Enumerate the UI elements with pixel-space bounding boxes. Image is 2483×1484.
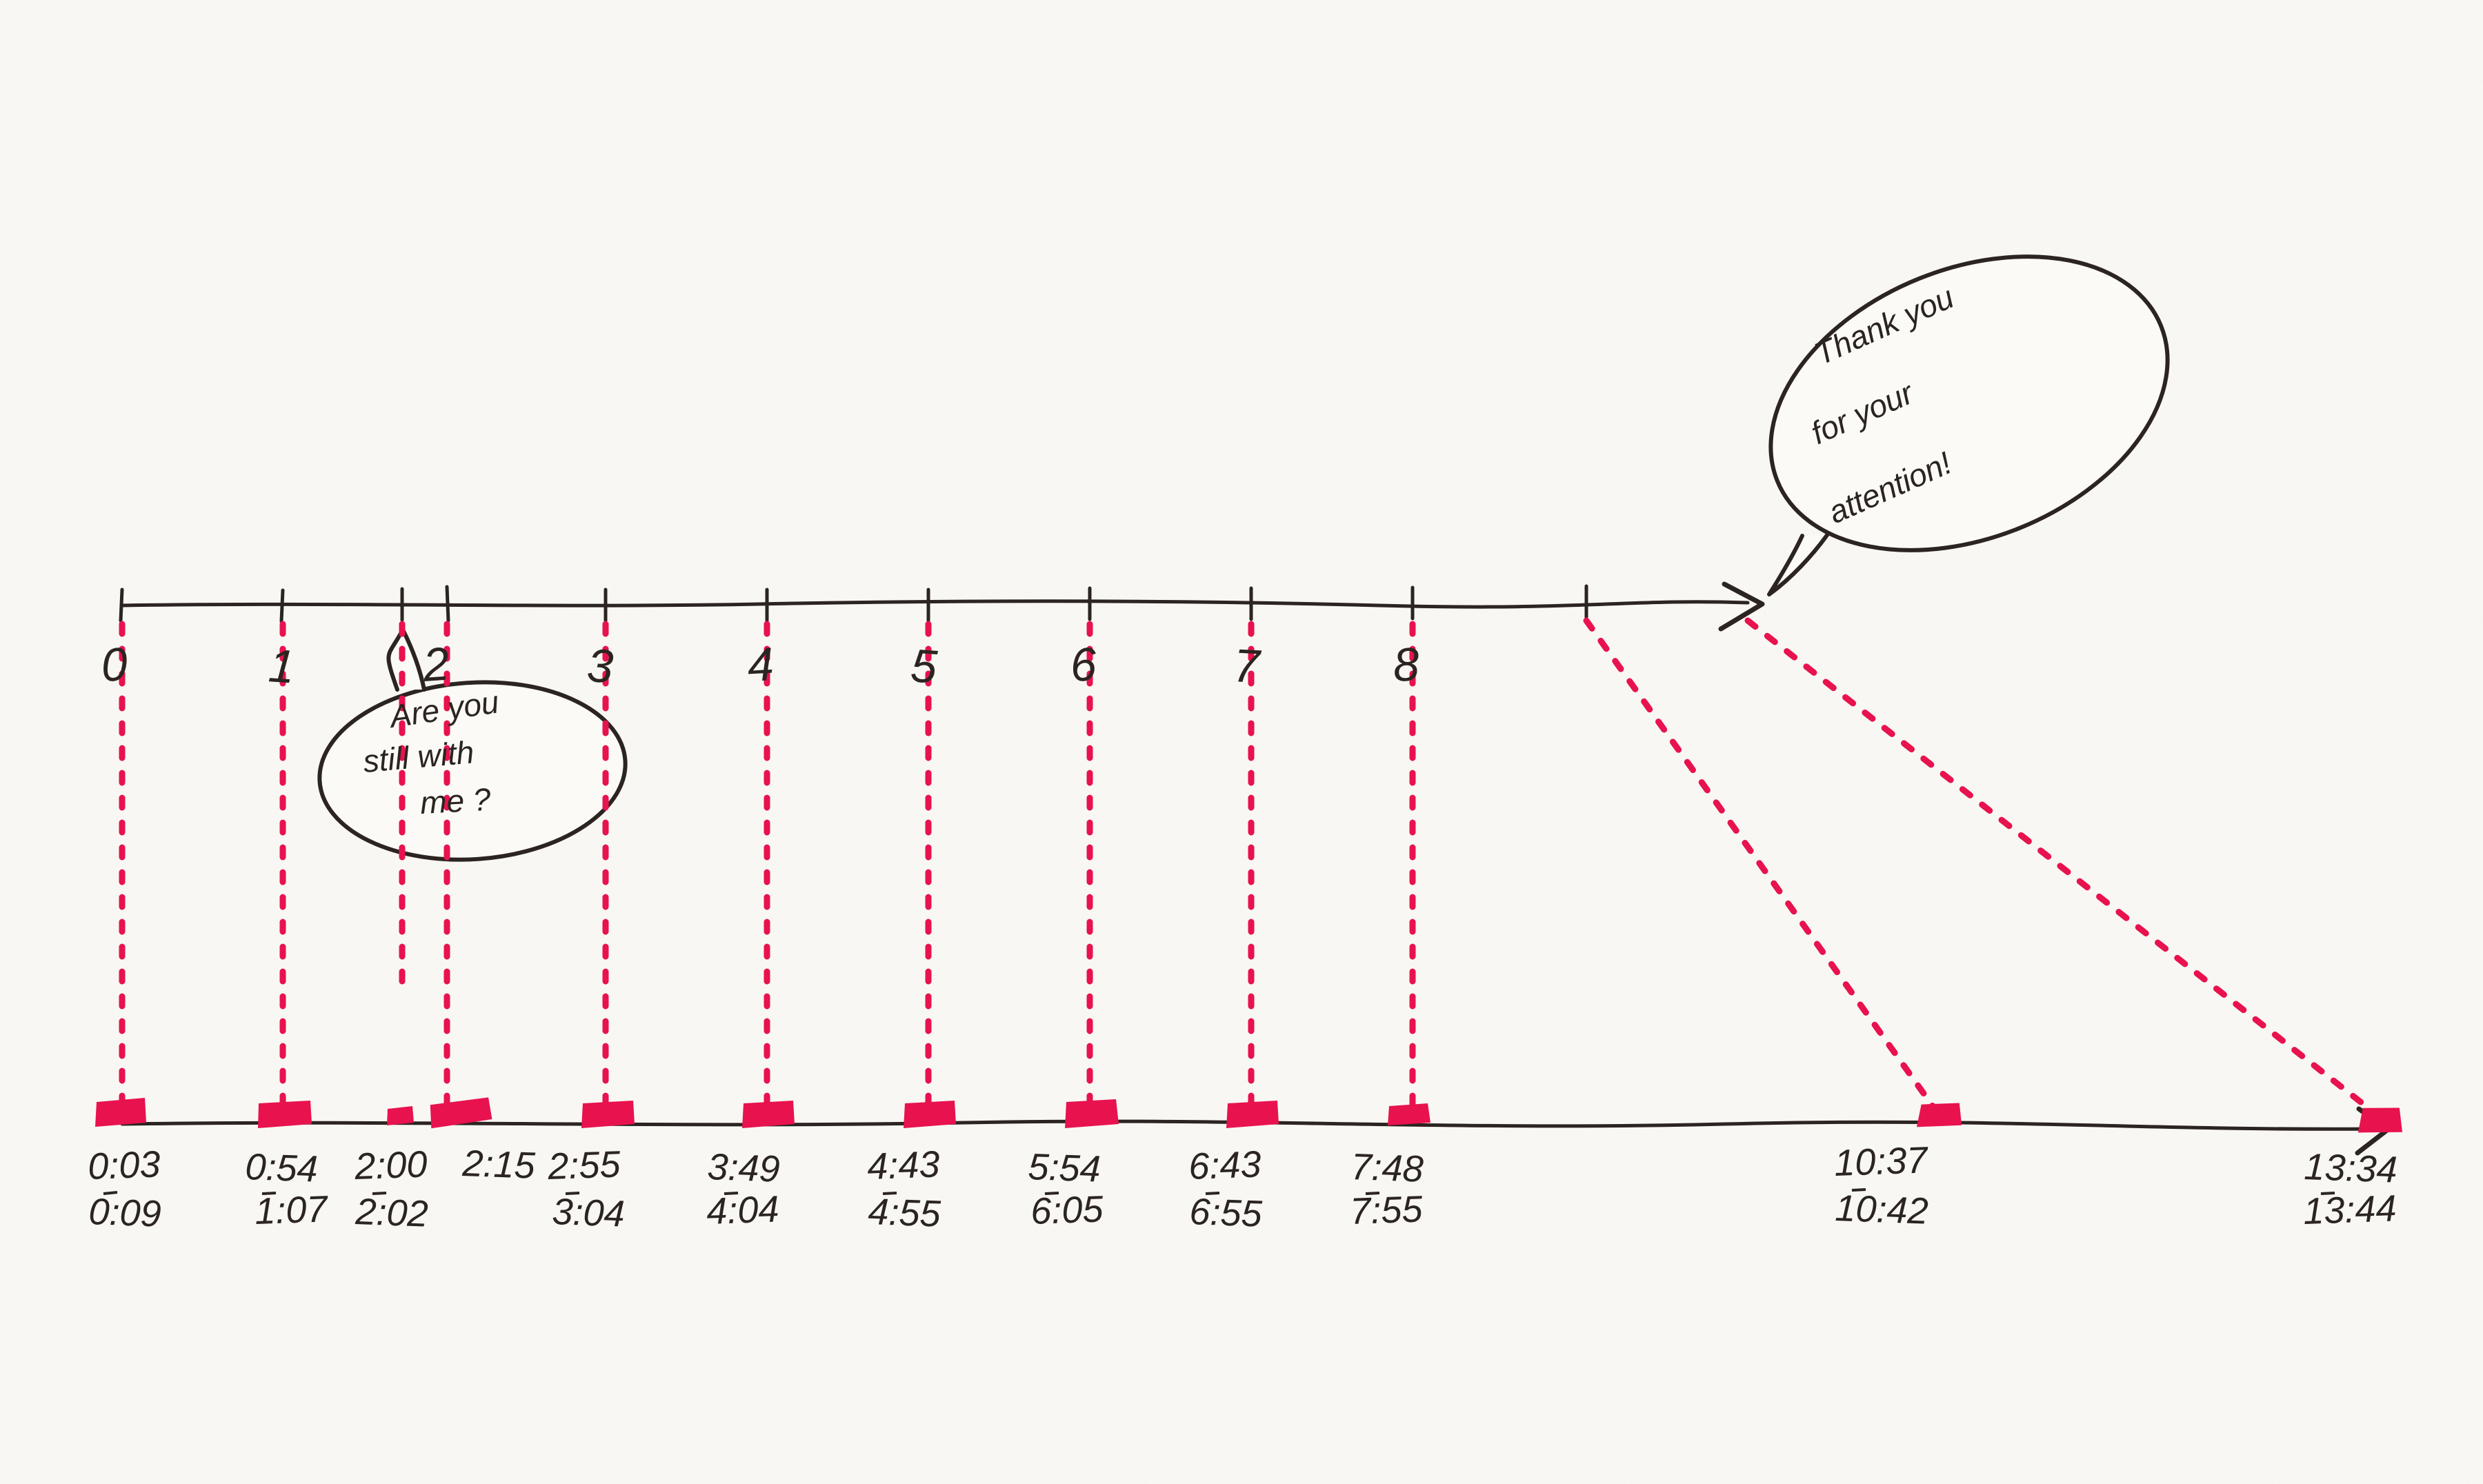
svg-text:6:43: 6:43 <box>1188 1143 1262 1187</box>
svg-text:1:07: 1:07 <box>254 1188 329 1232</box>
svg-text:2:02: 2:02 <box>355 1191 429 1235</box>
svg-text:8: 8 <box>1392 638 1421 692</box>
svg-text:10:42: 10:42 <box>1835 1187 1929 1232</box>
svg-text:13:34: 13:34 <box>2304 1146 2398 1191</box>
svg-text:6:55: 6:55 <box>1189 1191 1264 1235</box>
svg-text:7: 7 <box>1232 639 1262 693</box>
svg-text:3:49: 3:49 <box>707 1146 781 1190</box>
svg-text:3: 3 <box>586 639 615 693</box>
svg-text:4:55: 4:55 <box>868 1191 942 1235</box>
svg-text:6: 6 <box>1069 638 1098 692</box>
svg-text:13:44: 13:44 <box>2302 1187 2397 1232</box>
svg-text:2:15: 2:15 <box>461 1143 537 1187</box>
svg-text:4: 4 <box>746 638 775 692</box>
svg-text:0:03: 0:03 <box>87 1143 161 1187</box>
svg-text:2:00: 2:00 <box>353 1143 428 1187</box>
svg-text:2:55: 2:55 <box>546 1143 621 1187</box>
svg-text:7:48: 7:48 <box>1350 1146 1424 1190</box>
svg-text:0:09: 0:09 <box>88 1191 162 1235</box>
svg-text:me ?: me ? <box>419 781 492 821</box>
svg-text:4:04: 4:04 <box>706 1188 779 1232</box>
svg-text:10:37: 10:37 <box>1833 1139 1929 1184</box>
svg-text:1: 1 <box>267 639 297 693</box>
svg-text:0: 0 <box>100 638 129 692</box>
svg-text:4:43: 4:43 <box>866 1143 940 1187</box>
svg-text:5: 5 <box>909 639 939 693</box>
svg-text:7:55: 7:55 <box>1349 1188 1424 1232</box>
svg-text:3:04: 3:04 <box>552 1191 626 1235</box>
svg-text:6:05: 6:05 <box>1030 1188 1104 1232</box>
svg-text:2: 2 <box>421 638 451 692</box>
svg-text:0:54: 0:54 <box>245 1146 319 1190</box>
svg-text:5:54: 5:54 <box>1028 1146 1101 1190</box>
